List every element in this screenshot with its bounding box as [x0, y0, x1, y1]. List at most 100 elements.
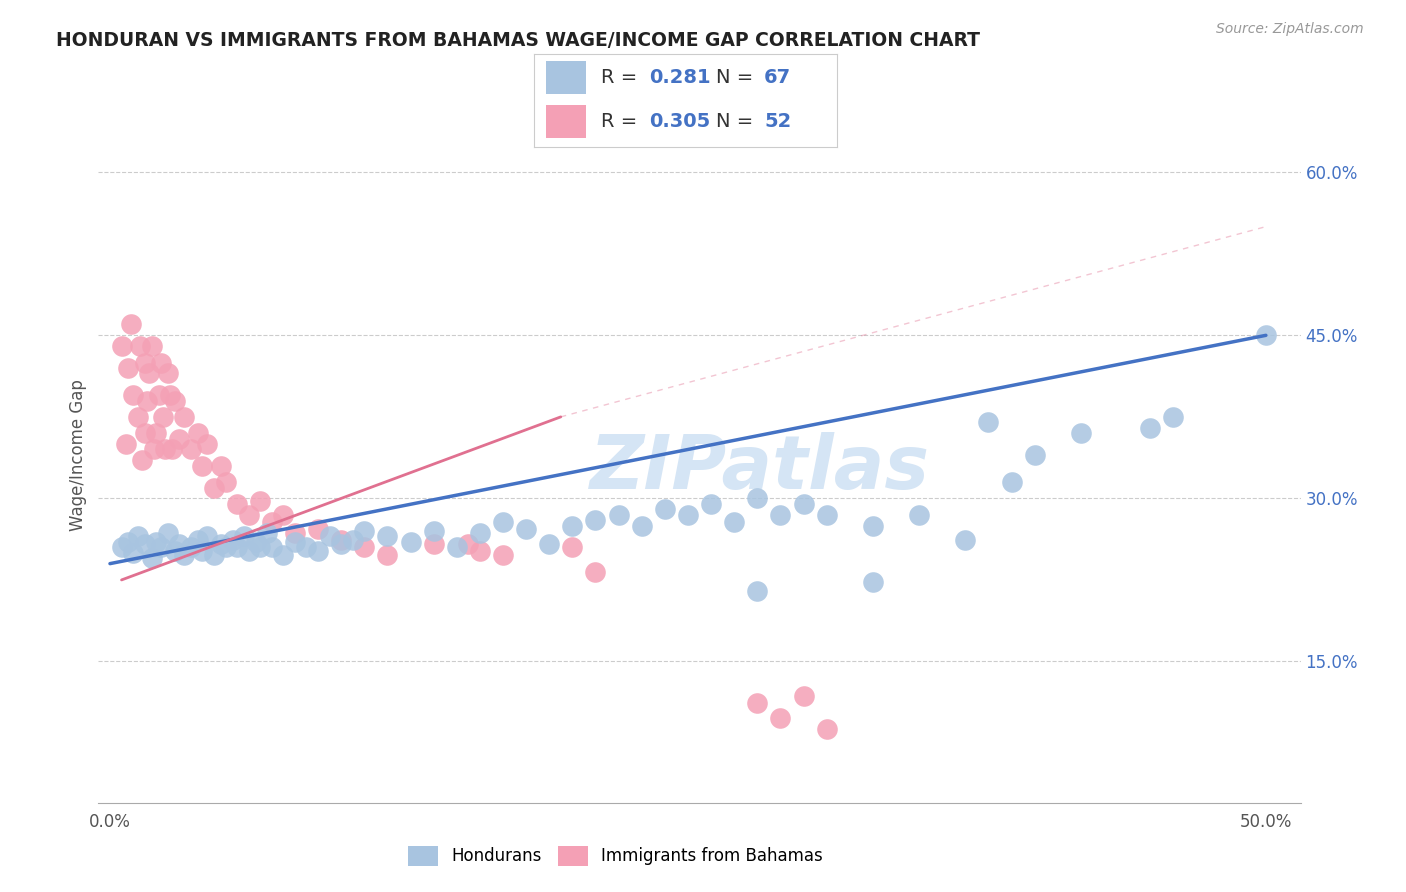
Point — [676, 508, 699, 522]
Point — [129, 339, 152, 353]
Point — [468, 526, 491, 541]
Point — [156, 526, 179, 541]
Point — [492, 516, 515, 530]
Text: N =: N = — [716, 112, 759, 131]
Point — [122, 388, 145, 402]
Point — [163, 393, 186, 408]
Point — [187, 533, 209, 547]
Point — [273, 508, 295, 522]
Point — [307, 543, 329, 558]
Point — [221, 533, 243, 547]
Point — [284, 526, 307, 541]
Point — [110, 541, 132, 555]
Point — [141, 339, 163, 353]
Point — [561, 541, 583, 555]
Point — [173, 409, 195, 424]
Point — [155, 442, 177, 457]
Point — [156, 367, 179, 381]
Point — [120, 318, 142, 332]
Point — [457, 537, 479, 551]
Point — [117, 361, 139, 376]
Text: 67: 67 — [763, 68, 792, 87]
Point — [561, 518, 583, 533]
Point — [122, 546, 145, 560]
Point — [538, 537, 561, 551]
Text: 52: 52 — [763, 112, 792, 131]
Point — [585, 566, 607, 580]
Point — [273, 548, 295, 562]
Point — [233, 529, 256, 543]
Point — [515, 522, 537, 536]
Point — [654, 502, 676, 516]
Point — [195, 437, 218, 451]
Text: 0.305: 0.305 — [650, 112, 710, 131]
Point — [1163, 409, 1185, 424]
Point — [446, 541, 468, 555]
Point — [422, 537, 444, 551]
Point — [142, 442, 165, 457]
Point — [180, 442, 202, 457]
Point — [191, 458, 214, 473]
Point — [134, 537, 156, 551]
Point — [162, 442, 184, 457]
Point — [148, 388, 170, 402]
Point — [214, 475, 236, 489]
Point — [353, 541, 375, 555]
Point — [169, 537, 191, 551]
Text: R =: R = — [600, 68, 644, 87]
Point — [723, 516, 745, 530]
Point — [249, 541, 271, 555]
Point — [1070, 426, 1092, 441]
Point — [284, 534, 307, 549]
Point — [862, 518, 884, 533]
Point — [149, 355, 172, 369]
Point — [769, 508, 792, 522]
Point — [131, 453, 153, 467]
Point — [163, 543, 186, 558]
Point — [318, 529, 340, 543]
Point — [422, 524, 444, 538]
Point — [792, 690, 814, 704]
Point — [152, 409, 174, 424]
Point — [127, 529, 149, 543]
Legend: Hondurans, Immigrants from Bahamas: Hondurans, Immigrants from Bahamas — [399, 838, 831, 874]
Point — [238, 508, 260, 522]
Point — [815, 508, 838, 522]
Point — [209, 537, 232, 551]
Point — [330, 537, 353, 551]
Point — [159, 388, 181, 402]
Text: Source: ZipAtlas.com: Source: ZipAtlas.com — [1216, 22, 1364, 37]
Point — [195, 529, 218, 543]
Point — [209, 458, 232, 473]
Point — [908, 508, 931, 522]
Point — [238, 543, 260, 558]
Point — [134, 426, 156, 441]
Point — [377, 548, 399, 562]
Point — [585, 513, 607, 527]
Point — [769, 711, 792, 725]
Point — [815, 722, 838, 736]
Point — [249, 493, 271, 508]
Point — [630, 518, 652, 533]
Point — [173, 548, 195, 562]
Point — [127, 409, 149, 424]
Y-axis label: Wage/Income Gap: Wage/Income Gap — [69, 379, 87, 531]
Point — [862, 575, 884, 590]
Point — [1000, 475, 1022, 489]
Point — [134, 355, 156, 369]
Point — [226, 541, 249, 555]
Point — [353, 524, 375, 538]
Point — [145, 534, 167, 549]
Point — [169, 432, 191, 446]
Point — [202, 481, 225, 495]
Point — [136, 393, 159, 408]
Point — [307, 522, 329, 536]
Point — [141, 551, 163, 566]
Point — [377, 529, 399, 543]
Text: 0.281: 0.281 — [650, 68, 711, 87]
Point — [260, 516, 283, 530]
Point — [256, 526, 278, 541]
Point — [226, 497, 249, 511]
Point — [1254, 328, 1277, 343]
Point — [977, 415, 1000, 429]
